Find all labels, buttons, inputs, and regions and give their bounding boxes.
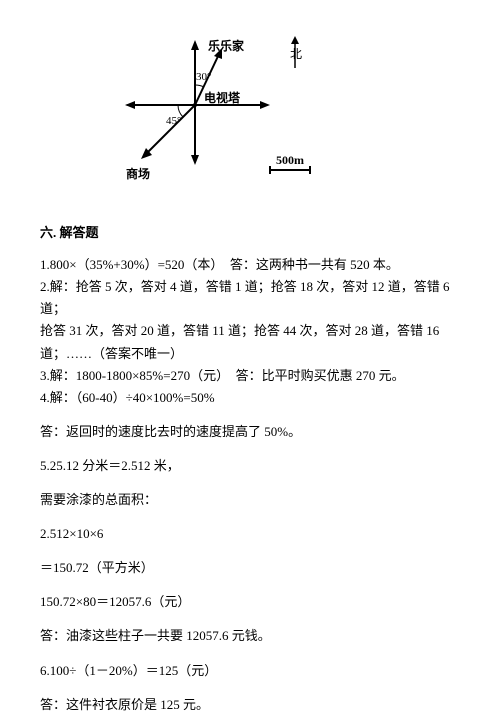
label-angle45: 45° bbox=[166, 115, 181, 127]
answer-6a: 6.100÷（1－20%）＝125（元） bbox=[40, 660, 460, 682]
direction-diagram: 北 30° 乐乐家 45° 商场 电视塔 500m bbox=[100, 30, 460, 202]
answer-5e: 150.72×80＝12057.6（元） bbox=[40, 591, 460, 613]
answer-6-ans: 答：这件衬衣原价是 125 元。 bbox=[40, 694, 460, 716]
answer-4: 4.解：（60-40）÷40×100%=50% bbox=[40, 387, 460, 409]
answer-5-ans: 答：油漆这些柱子一共要 12057.6 元钱。 bbox=[40, 625, 460, 647]
answer-2a: 2.解：抢答 5 次，答对 4 道，答错 1 道；抢答 18 次，答对 12 道… bbox=[40, 276, 460, 320]
label-north: 北 bbox=[290, 47, 302, 61]
label-lelejia: 乐乐家 bbox=[208, 38, 245, 53]
section-title: 六. 解答题 bbox=[40, 222, 460, 244]
answer-2c: 道；……（答案不唯一） bbox=[40, 343, 460, 365]
label-angle30: 30° bbox=[196, 71, 211, 83]
answer-2b: 抢答 31 次，答对 20 道，答错 11 道；抢答 44 次，答对 28 道，… bbox=[40, 320, 460, 342]
answer-5c: 2.512×10×6 bbox=[40, 523, 460, 545]
label-scale: 500m bbox=[276, 153, 304, 167]
label-market: 商场 bbox=[126, 166, 150, 181]
answer-4-ans: 答：返回时的速度比去时的速度提高了 50%。 bbox=[40, 421, 460, 443]
answer-3: 3.解：1800-1800×85%=270（元） 答：比平时购买优惠 270 元… bbox=[40, 365, 460, 387]
answer-5d: ＝150.72（平方米） bbox=[40, 557, 460, 579]
label-tvtower: 电视塔 bbox=[204, 90, 241, 105]
answer-5a: 5.25.12 分米＝2.512 米， bbox=[40, 455, 460, 477]
answer-5b: 需要涂漆的总面积： bbox=[40, 489, 460, 511]
answer-1: 1.800×（35%+30%）=520（本） 答：这两种书一共有 520 本。 bbox=[40, 254, 460, 276]
